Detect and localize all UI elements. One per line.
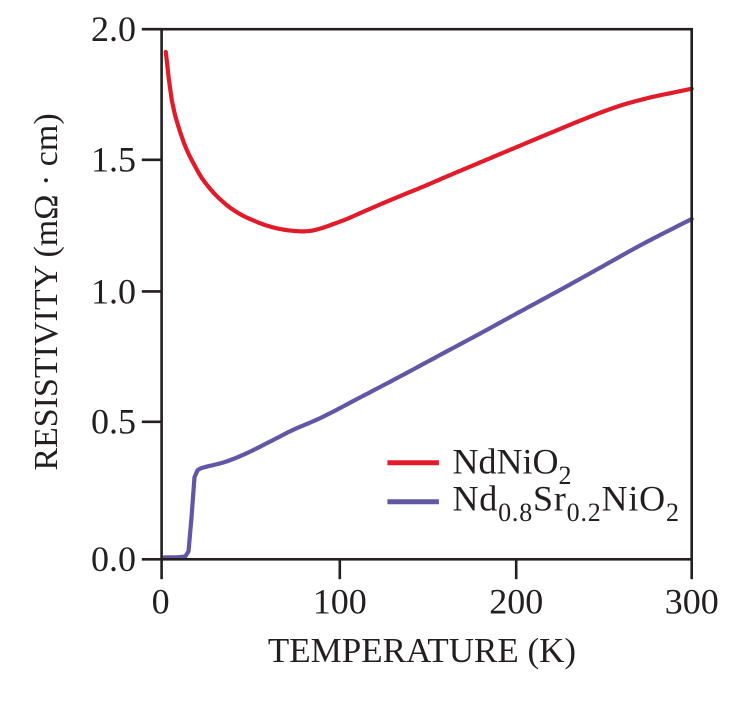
svg-text:2.0: 2.0 (91, 9, 136, 49)
svg-text:0.0: 0.0 (91, 539, 136, 579)
svg-text:200: 200 (489, 582, 543, 622)
svg-text:TEMPERATURE (K): TEMPERATURE (K) (268, 631, 576, 670)
svg-text:300: 300 (665, 582, 719, 622)
svg-text:1.5: 1.5 (91, 140, 136, 180)
svg-text:0: 0 (152, 582, 170, 622)
svg-text:RESISTIVITY (mΩ · cm): RESISTIVITY (mΩ · cm) (28, 113, 65, 470)
svg-text:0.5: 0.5 (91, 402, 136, 442)
svg-text:100: 100 (313, 582, 367, 622)
svg-text:1.0: 1.0 (91, 271, 136, 311)
